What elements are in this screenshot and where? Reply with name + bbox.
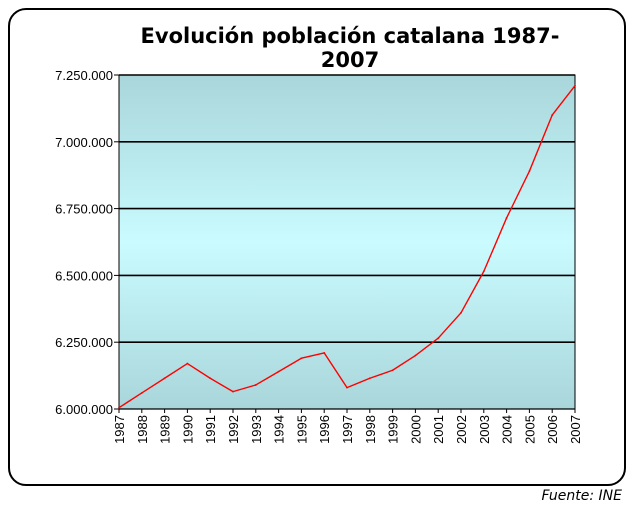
y-tick-label: 6.250.000 bbox=[55, 335, 113, 350]
data-point bbox=[323, 351, 326, 354]
x-tick-label: 1998 bbox=[363, 415, 378, 444]
y-tick-label: 7.250.000 bbox=[55, 68, 113, 83]
x-tick-label: 2005 bbox=[522, 415, 537, 444]
data-point bbox=[551, 114, 554, 116]
data-point bbox=[574, 84, 576, 87]
x-tick-label: 2000 bbox=[408, 415, 423, 444]
x-tick-label: 1994 bbox=[272, 415, 287, 444]
x-tick-label: 1997 bbox=[340, 415, 355, 444]
y-tick-label: 6.500.000 bbox=[55, 268, 113, 283]
x-tick-label: 1992 bbox=[226, 415, 241, 444]
x-tick-label: 2003 bbox=[477, 415, 492, 444]
data-point bbox=[528, 170, 531, 173]
x-tick-label: 1991 bbox=[203, 415, 218, 444]
data-point bbox=[460, 311, 462, 314]
data-point bbox=[391, 369, 394, 372]
data-point bbox=[163, 377, 166, 380]
data-point bbox=[277, 370, 280, 373]
plot-area bbox=[118, 74, 576, 410]
data-point bbox=[414, 354, 417, 357]
x-tick-label: 2001 bbox=[431, 415, 446, 444]
x-tick-label: 2002 bbox=[454, 415, 469, 444]
data-point bbox=[186, 362, 189, 365]
data-point bbox=[118, 406, 120, 409]
y-tick-label: 7.000.000 bbox=[55, 135, 113, 150]
data-point bbox=[368, 377, 371, 380]
source-note: Fuente: INE bbox=[541, 488, 622, 504]
y-tick-label: 6.000.000 bbox=[55, 402, 113, 417]
x-tick-label: 1988 bbox=[135, 415, 150, 444]
data-point bbox=[209, 377, 212, 380]
data-point bbox=[300, 357, 303, 360]
x-tick-label: 1993 bbox=[249, 415, 264, 444]
x-tick-label: 1990 bbox=[180, 415, 195, 444]
x-tick-label: 2007 bbox=[568, 415, 583, 444]
x-tick-label: 1989 bbox=[158, 415, 173, 444]
x-tick-label: 1987 bbox=[112, 415, 127, 444]
x-tick-label: 2006 bbox=[545, 415, 560, 444]
chart-title: Evolución población catalana 1987-2007 bbox=[140, 24, 560, 72]
x-tick-label: 2004 bbox=[500, 415, 515, 444]
data-point bbox=[437, 337, 440, 340]
data-point bbox=[482, 270, 485, 273]
x-tick-label: 1995 bbox=[294, 415, 309, 444]
data-point bbox=[346, 386, 348, 389]
y-tick-label: 6.750.000 bbox=[55, 202, 113, 217]
data-point bbox=[140, 392, 143, 394]
x-tick-label: 1999 bbox=[386, 415, 401, 444]
data-point bbox=[232, 390, 234, 393]
x-tick-label: 1996 bbox=[317, 415, 332, 444]
data-point bbox=[505, 217, 508, 219]
data-point bbox=[254, 384, 257, 386]
